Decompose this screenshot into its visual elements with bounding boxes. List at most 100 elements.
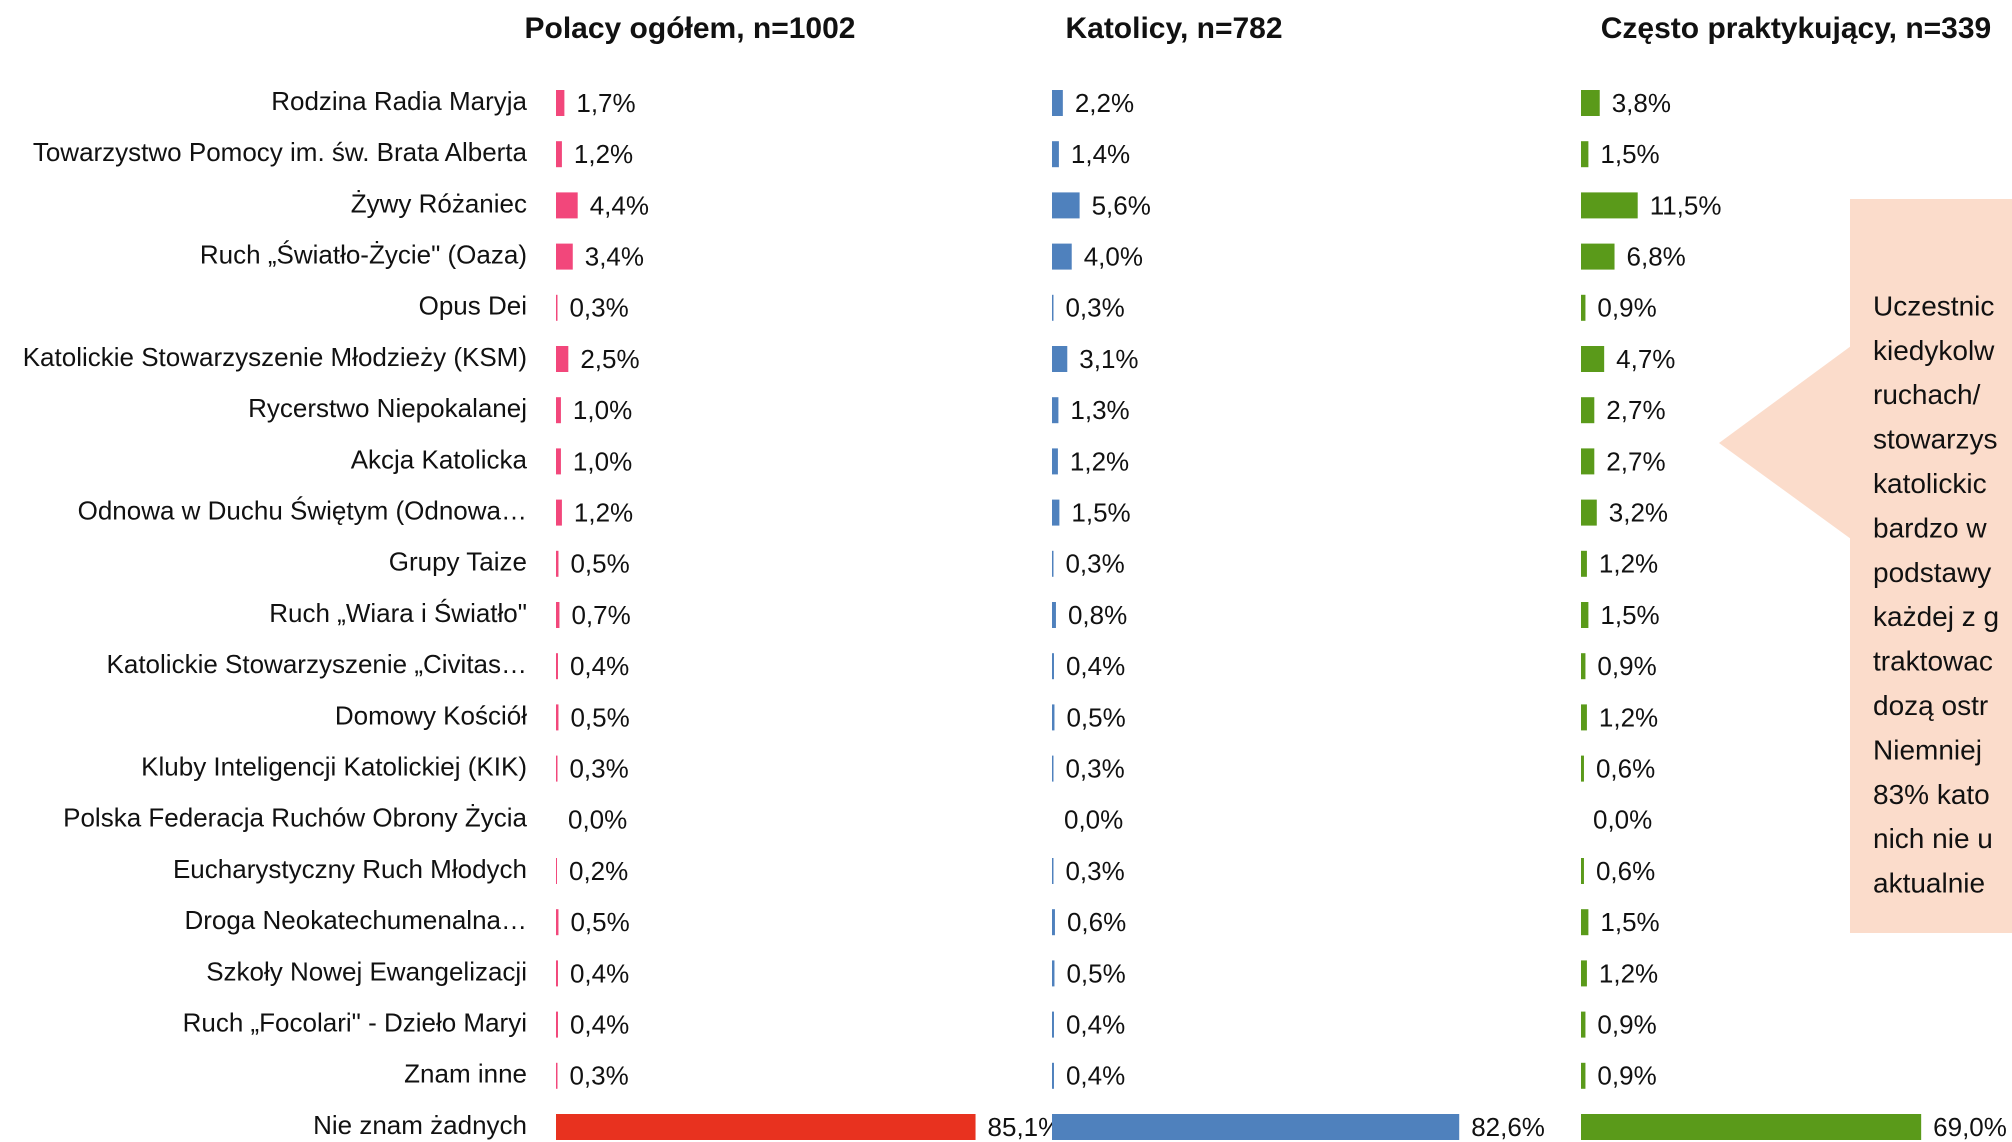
bar: [1052, 499, 1060, 526]
bar: [556, 90, 565, 116]
value-label: 1,0%: [573, 395, 632, 425]
category-label: Ruch „Światło-Życie" (Oaza): [200, 239, 527, 269]
annotation-line: Uczestnic: [1873, 290, 1994, 321]
value-label: 0,6%: [1067, 907, 1126, 937]
annotation-line: aktualnie: [1873, 868, 1985, 899]
category-label: Katolickie Stowarzyszenie Młodzieży (KSM…: [23, 342, 527, 372]
bar: [556, 755, 558, 782]
value-label: 1,7%: [576, 88, 635, 118]
category-label: Grupy Taize: [389, 547, 527, 577]
value-label: 0,4%: [570, 958, 629, 988]
category-label: Ruch „Focolari" - Dzieło Maryi: [183, 1007, 527, 1037]
bar: [556, 960, 558, 987]
category-label: Odnowa w Duchu Świętym (Odnowa…: [78, 495, 527, 525]
bar: [1581, 499, 1597, 526]
bar: [1052, 960, 1055, 987]
bar: [1052, 858, 1054, 884]
category-label: Polska Federacja Ruchów Obrony Życia: [63, 803, 527, 833]
category-label: Droga Neokatechumenalna…: [184, 905, 527, 935]
value-label: 3,4%: [585, 241, 644, 271]
value-label: 0,5%: [1066, 702, 1125, 732]
bar: [1581, 192, 1638, 219]
bar: [1052, 141, 1059, 168]
annotation-line: traktowac: [1873, 646, 1993, 677]
bar: [556, 909, 559, 936]
value-label: 1,2%: [1070, 446, 1129, 476]
bar: [1581, 602, 1589, 628]
bar: [1052, 704, 1055, 731]
value-label: 0,4%: [1066, 651, 1125, 681]
value-label: 2,7%: [1606, 395, 1665, 425]
category-label: Towarzystwo Pomocy im. św. Brata Alberta: [33, 137, 528, 167]
bar: [1581, 755, 1584, 782]
bar: [556, 550, 559, 577]
value-label: 4,4%: [590, 190, 649, 220]
bar: [1581, 397, 1595, 424]
value-label: 2,7%: [1606, 446, 1665, 476]
bar: [1581, 1062, 1586, 1089]
value-label: 0,9%: [1597, 293, 1656, 323]
value-label: 1,2%: [1599, 958, 1658, 988]
value-label: 3,8%: [1612, 88, 1671, 118]
value-label: 0,4%: [1066, 1061, 1125, 1091]
value-label: 0,0%: [1064, 805, 1123, 835]
bar: [556, 192, 578, 219]
value-label: 0,6%: [1596, 856, 1655, 886]
annotation-line: katolickic: [1873, 468, 1987, 499]
bar: [1052, 192, 1080, 219]
value-label: 0,5%: [570, 907, 629, 937]
bar: [1052, 397, 1059, 424]
value-label: 0,3%: [569, 1061, 628, 1091]
category-label: Rodzina Radia Maryja: [271, 86, 527, 116]
bar: [1052, 346, 1068, 372]
category-label: Nie znam żadnych: [313, 1110, 527, 1140]
value-label: 1,0%: [573, 446, 632, 476]
bar: [1052, 294, 1054, 321]
bar: [1052, 243, 1072, 270]
value-label: 0,4%: [570, 651, 629, 681]
category-label: Eucharystyczny Ruch Młodych: [173, 854, 527, 884]
bar: [556, 1011, 558, 1038]
value-label: 1,3%: [1070, 395, 1129, 425]
value-label: 2,2%: [1075, 88, 1134, 118]
annotation-line: kiedykolw: [1873, 335, 1995, 366]
bar: [1581, 653, 1586, 680]
value-label: 85,1%: [988, 1112, 1062, 1142]
value-label: 11,5%: [1650, 190, 1722, 220]
bar: [1581, 346, 1605, 372]
annotation-line: Niemniej: [1873, 734, 1982, 765]
value-label: 6,8%: [1627, 241, 1686, 271]
bar: [556, 243, 573, 270]
bar: [1052, 1011, 1054, 1038]
value-label: 82,6%: [1471, 1112, 1545, 1142]
annotation-line: nich nie u: [1873, 823, 1993, 854]
value-label: 0,0%: [1593, 805, 1652, 835]
callout-box: [1850, 199, 2012, 933]
bar: [1052, 550, 1054, 577]
bar: [1052, 1114, 1460, 1140]
annotation-line: stowarzys: [1873, 424, 1997, 455]
value-label: 0,5%: [1066, 958, 1125, 988]
value-label: 1,2%: [574, 139, 633, 169]
value-label: 0,4%: [570, 1009, 629, 1039]
bar: [1581, 141, 1589, 168]
value-label: 0,8%: [1068, 600, 1127, 630]
bar: [1581, 858, 1584, 884]
category-label: Znam inne: [404, 1059, 527, 1089]
bar: [1052, 90, 1063, 116]
bar: [556, 1062, 558, 1089]
annotation-line: bardzo w: [1873, 512, 1987, 543]
bar: [1581, 550, 1587, 577]
category-label: Domowy Kościół: [335, 700, 527, 730]
bar: [556, 397, 561, 424]
value-label: 0,3%: [1065, 549, 1124, 579]
value-label: 4,7%: [1616, 344, 1675, 374]
value-label: 0,3%: [569, 293, 628, 323]
bar: [1581, 294, 1586, 321]
bar: [1052, 448, 1058, 475]
value-label: 1,2%: [1599, 702, 1658, 732]
bar: [1581, 1011, 1586, 1038]
bar: [1052, 1062, 1054, 1089]
annotation-line: ruchach/: [1873, 379, 1981, 410]
